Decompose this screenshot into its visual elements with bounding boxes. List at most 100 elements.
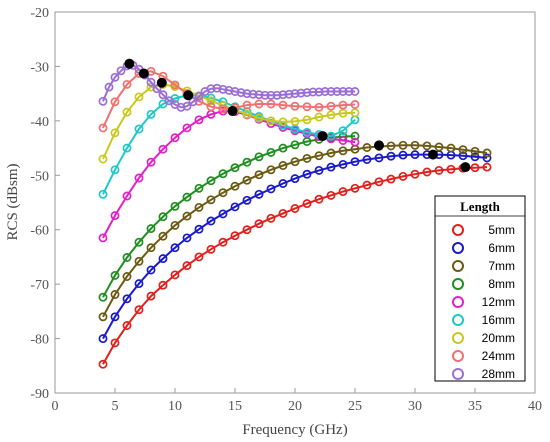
- data-point-28mm: [290, 89, 300, 99]
- data-point-8mm: [242, 157, 252, 167]
- data-point-6mm: [410, 150, 420, 160]
- data-point-24mm: [278, 100, 288, 110]
- data-point-28mm: [308, 87, 318, 97]
- data-point-6mm: [278, 179, 288, 188]
- data-point-24mm: [242, 100, 252, 110]
- data-point-28mm: [116, 66, 126, 76]
- data-point-7mm: [434, 142, 444, 152]
- data-point-28mm: [326, 87, 336, 96]
- data-point-28mm: [152, 84, 162, 94]
- data-point-7mm: [134, 256, 144, 266]
- x-tick-label: 5: [112, 399, 119, 414]
- data-point-5mm: [326, 190, 336, 200]
- data-point-28mm: [296, 88, 306, 98]
- x-tick-label: 10: [168, 399, 182, 414]
- data-point-28mm: [188, 97, 198, 107]
- data-point-24mm: [290, 101, 300, 111]
- data-point-8mm: [146, 224, 156, 234]
- data-point-7mm: [290, 157, 300, 167]
- legend-label-7mm: 7mm: [488, 259, 515, 273]
- data-point-28mm: [248, 89, 258, 99]
- legend-items: 5mm 6mm 7mm 8mm 12mm 16mm 20mm 24mm 28mm: [452, 223, 515, 381]
- data-point-5mm: [230, 231, 240, 241]
- data-point-7mm: [146, 243, 156, 253]
- data-point-20mm: [98, 154, 108, 164]
- data-point-6mm: [362, 155, 372, 164]
- peak-marker: [138, 68, 149, 79]
- data-point-12mm: [170, 133, 180, 143]
- data-point-24mm: [302, 102, 312, 112]
- data-point-20mm: [122, 107, 132, 117]
- data-point-7mm: [242, 175, 252, 185]
- x-tick-label: 35: [468, 399, 482, 414]
- data-point-20mm: [110, 128, 120, 138]
- data-point-12mm: [350, 137, 360, 147]
- legend-label-16mm: 16mm: [482, 313, 515, 327]
- data-point-28mm: [230, 87, 240, 96]
- legend-label-28mm: 28mm: [482, 367, 515, 381]
- data-point-6mm: [314, 165, 324, 175]
- legend-item-24mm: 24mm: [452, 349, 515, 363]
- data-point-5mm: [374, 177, 384, 187]
- data-point-7mm: [302, 153, 312, 163]
- data-point-6mm: [194, 224, 204, 234]
- data-point-28mm: [158, 90, 168, 100]
- data-point-28mm: [344, 87, 354, 96]
- data-point-24mm: [218, 104, 228, 114]
- data-point-7mm: [254, 170, 264, 180]
- data-point-5mm: [362, 180, 372, 190]
- data-point-12mm: [110, 211, 120, 221]
- data-point-16mm: [146, 109, 156, 119]
- x-tick-label: 20: [288, 399, 302, 414]
- legend-marker-12mm: [452, 296, 464, 308]
- data-point-7mm: [386, 141, 396, 151]
- data-point-8mm: [278, 143, 288, 153]
- data-point-8mm: [218, 169, 228, 179]
- data-point-16mm: [110, 165, 120, 175]
- data-point-20mm: [266, 116, 276, 126]
- data-point-5mm: [146, 291, 156, 301]
- y-tick-label: -70: [30, 278, 49, 293]
- data-point-5mm: [170, 270, 180, 280]
- data-point-24mm: [170, 80, 180, 90]
- legend-marker-5mm: [452, 224, 464, 236]
- data-point-6mm: [230, 202, 240, 212]
- data-point-6mm: [302, 169, 312, 179]
- peak-marker: [460, 162, 471, 173]
- legend-label-6mm: 6mm: [488, 241, 515, 255]
- y-tick-label: -50: [30, 169, 49, 184]
- x-tick-label: 30: [408, 399, 422, 414]
- data-point-7mm: [326, 148, 336, 158]
- data-point-24mm: [110, 97, 120, 107]
- data-point-6mm: [110, 312, 120, 322]
- data-point-8mm: [266, 147, 276, 157]
- data-point-5mm: [386, 174, 396, 184]
- data-point-16mm: [122, 143, 132, 153]
- data-point-28mm: [212, 83, 222, 93]
- data-point-5mm: [482, 162, 492, 172]
- data-point-28mm: [206, 84, 216, 94]
- data-point-28mm: [236, 88, 246, 98]
- legend-item-28mm: 28mm: [452, 367, 515, 381]
- data-point-6mm: [206, 216, 216, 226]
- peak-marker: [227, 106, 238, 117]
- data-point-7mm: [422, 141, 432, 151]
- data-point-8mm: [158, 212, 168, 222]
- data-point-5mm: [110, 338, 120, 348]
- x-axis-title: Frequency (GHz): [242, 422, 347, 438]
- data-point-6mm: [338, 159, 348, 169]
- data-point-5mm: [194, 252, 204, 262]
- y-tick-label: -80: [30, 333, 49, 348]
- data-point-8mm: [122, 253, 132, 262]
- x-tick-label: 40: [528, 399, 542, 414]
- data-point-28mm: [338, 87, 348, 96]
- data-point-20mm: [314, 112, 324, 122]
- data-point-5mm: [254, 219, 264, 229]
- data-point-6mm: [482, 153, 492, 163]
- data-point-6mm: [182, 233, 192, 243]
- legend-title: Length: [460, 199, 501, 214]
- data-point-24mm: [122, 79, 132, 89]
- data-point-5mm: [242, 225, 252, 235]
- series-8mm: [98, 131, 360, 302]
- legend-marker-20mm: [452, 332, 464, 344]
